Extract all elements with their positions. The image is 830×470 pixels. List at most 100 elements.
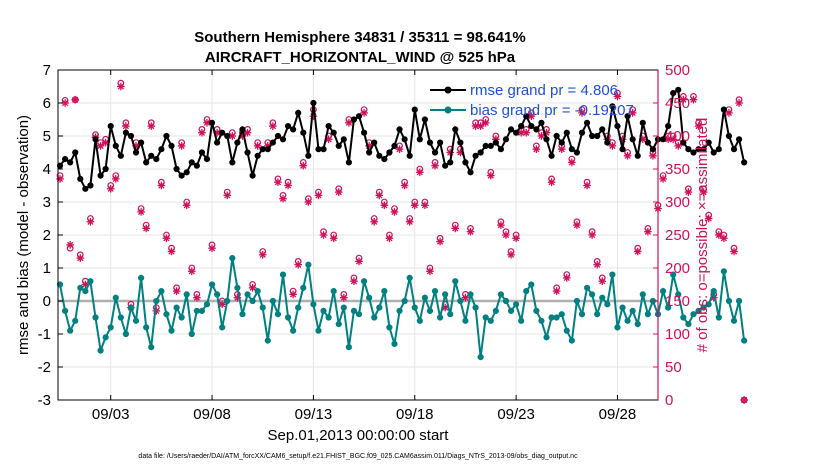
obs-assimilated-marker	[628, 109, 637, 117]
rmse-point	[219, 129, 226, 136]
obs-assimilated-marker	[279, 194, 287, 203]
obs-assimilated-marker	[71, 95, 80, 104]
rmse-point	[295, 109, 302, 117]
bias-point	[406, 274, 413, 281]
obs-assimilated-marker	[431, 161, 439, 170]
rmse-point	[634, 152, 641, 159]
obs-assimilated-marker	[187, 267, 196, 276]
bias-point	[715, 314, 722, 321]
obs-assimilated-marker	[198, 128, 206, 137]
y-left-tick-label: 1	[43, 260, 51, 277]
rmse-point	[193, 162, 200, 169]
bias-point	[675, 291, 682, 298]
rmse-point	[452, 126, 459, 133]
rmse-point	[533, 126, 540, 133]
rmse-point	[244, 149, 251, 156]
rmse-point	[442, 162, 449, 169]
bias-point	[371, 314, 378, 321]
rmse-point	[72, 149, 79, 156]
bias-point	[467, 291, 474, 298]
rmse-point	[148, 152, 155, 159]
bias-point	[264, 337, 271, 344]
obs-assimilated-marker	[167, 247, 176, 256]
bias-point	[442, 291, 449, 298]
rmse-point	[61, 156, 69, 163]
rmse-point	[315, 146, 322, 153]
obs-assimilated-marker	[532, 145, 541, 153]
rmse-point	[629, 136, 636, 143]
obs-assimilated-marker	[481, 119, 490, 127]
obs-assimilated-marker	[258, 251, 267, 259]
rmse-point	[143, 159, 150, 166]
obs-assimilated-marker	[715, 231, 723, 239]
obs-assimilated-marker	[720, 234, 728, 243]
obs-assimilated-marker	[117, 82, 125, 91]
rmse-point	[340, 136, 347, 143]
rmse-point	[350, 116, 358, 123]
obs-assimilated-marker	[76, 254, 85, 262]
obs-assimilated-marker	[182, 201, 191, 210]
rmse-point	[675, 86, 682, 93]
bias-point	[97, 347, 104, 354]
obs-assimilated-marker	[370, 218, 379, 226]
bias-point	[188, 330, 195, 338]
rmse-point	[77, 175, 84, 182]
obs-assimilated-marker	[613, 92, 622, 101]
chart-title-line2: AIRCRAFT_HORIZONTAL_WIND @ 525 hPa	[205, 49, 516, 66]
rmse-point	[447, 159, 454, 166]
rmse-point	[578, 129, 586, 136]
obs-assimilated-marker	[679, 95, 688, 104]
bias-point	[472, 304, 479, 311]
rmse-point	[82, 185, 89, 192]
obs-assimilated-marker	[578, 109, 586, 117]
obs-assimilated-marker	[502, 231, 510, 239]
rmse-point	[366, 149, 373, 156]
bias-point	[376, 304, 383, 311]
rmse-point	[188, 159, 195, 166]
rmse-point	[513, 129, 520, 136]
bias-point	[305, 261, 312, 268]
x-tick-label: 09/08	[193, 406, 231, 423]
rmse-point	[56, 162, 64, 169]
obs-assimilated-marker	[568, 158, 576, 167]
bias-point	[340, 304, 347, 311]
rmse-point	[264, 146, 271, 153]
bias-point	[533, 307, 540, 314]
obs-assimilated-marker	[289, 290, 297, 299]
bias-point	[102, 334, 109, 341]
rmse-point	[659, 136, 667, 143]
bias-point	[153, 297, 160, 305]
obs-assimilated-marker	[314, 191, 323, 200]
rmse-point	[371, 139, 378, 146]
bias-point	[168, 327, 175, 334]
y-right-tick-label: 200	[665, 260, 690, 277]
rmse-point	[107, 123, 114, 130]
rmse-point	[310, 99, 317, 107]
rmse-point	[700, 146, 707, 153]
obs-assimilated-marker	[573, 221, 581, 229]
rmse-point	[259, 146, 266, 153]
obs-assimilated-marker	[669, 135, 678, 144]
rmse-point	[416, 136, 423, 143]
bias-point	[634, 321, 641, 328]
bias-point	[315, 327, 322, 334]
obs-assimilated-marker	[649, 152, 657, 160]
bias-point	[614, 324, 621, 331]
rmse-point	[421, 116, 428, 123]
rmse-point	[254, 152, 261, 159]
obs-assimilated-marker	[588, 231, 596, 239]
rmse-point	[224, 132, 231, 140]
rmse-point	[239, 126, 246, 133]
bias-point	[548, 314, 555, 321]
rmse-point	[138, 139, 145, 146]
bias-point	[735, 297, 743, 305]
rmse-point	[487, 142, 494, 149]
rmse-point	[132, 149, 140, 156]
obs-assimilated-marker	[400, 181, 409, 190]
rmse-point	[705, 139, 712, 146]
rmse-point	[457, 139, 464, 146]
obs-assimilated-marker	[253, 142, 262, 150]
bias-point	[203, 301, 211, 308]
rmse-point	[730, 146, 738, 153]
obs-assimilated-marker	[421, 201, 429, 210]
